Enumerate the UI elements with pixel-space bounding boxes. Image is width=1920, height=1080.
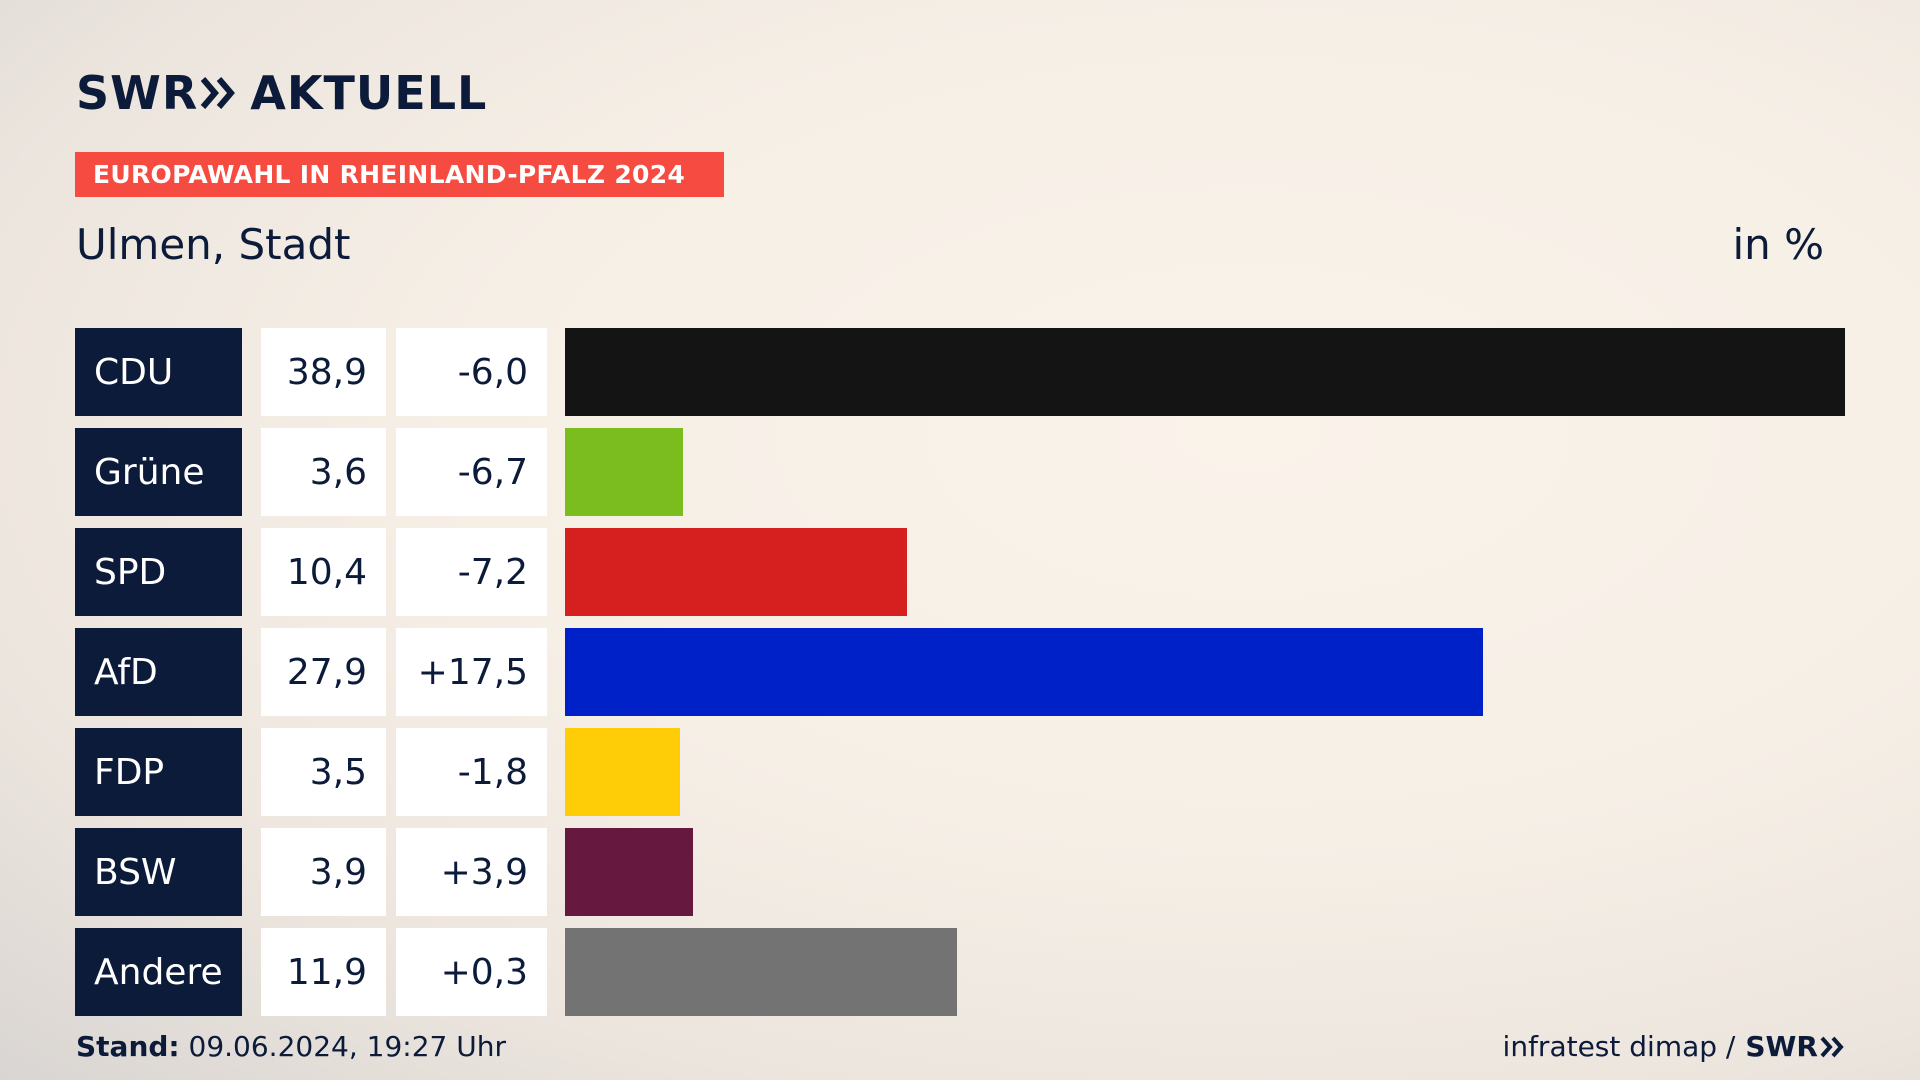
- party-label: CDU: [75, 328, 242, 416]
- election-banner: EUROPAWAHL IN RHEINLAND-PFALZ 2024: [75, 152, 724, 197]
- table-row: Andere 11,9 +0,3: [75, 928, 1845, 1016]
- bar-spd: [565, 528, 907, 616]
- swr-aktuell-logo: SWR AKTUELL: [76, 66, 487, 120]
- swr-small-logo: SWR: [1745, 1030, 1844, 1063]
- logo-name: AKTUELL: [250, 66, 488, 120]
- percent-value: 38,9: [261, 328, 386, 416]
- logo-brand: SWR: [76, 66, 199, 120]
- chevron-double-right-icon: [200, 76, 236, 110]
- diff-value: -1,8: [396, 728, 547, 816]
- table-row: AfD 27,9 +17,5: [75, 628, 1845, 716]
- party-label: SPD: [75, 528, 242, 616]
- diff-value: +3,9: [396, 828, 547, 916]
- stand-label: Stand:: [76, 1030, 180, 1063]
- party-label: Grüne: [75, 428, 242, 516]
- party-label: FDP: [75, 728, 242, 816]
- table-row: SPD 10,4 -7,2: [75, 528, 1845, 616]
- percent-value: 27,9: [261, 628, 386, 716]
- diff-value: +17,5: [396, 628, 547, 716]
- party-label: AfD: [75, 628, 242, 716]
- unit-label: in %: [1732, 220, 1824, 269]
- source-text: infratest dimap /: [1502, 1030, 1736, 1063]
- party-label: Andere: [75, 928, 242, 1016]
- stand-value: 09.06.2024, 19:27 Uhr: [179, 1030, 506, 1063]
- bar-bsw: [565, 828, 693, 916]
- place-title: Ulmen, Stadt: [76, 220, 351, 269]
- diff-value: +0,3: [396, 928, 547, 1016]
- diff-value: -6,7: [396, 428, 547, 516]
- bar-andere: [565, 928, 957, 1016]
- table-row: CDU 38,9 -6,0: [75, 328, 1845, 416]
- table-row: Grüne 3,6 -6,7: [75, 428, 1845, 516]
- percent-value: 3,5: [261, 728, 386, 816]
- percent-value: 10,4: [261, 528, 386, 616]
- bar-afd: [565, 628, 1483, 716]
- percent-value: 3,6: [261, 428, 386, 516]
- party-label: BSW: [75, 828, 242, 916]
- table-row: FDP 3,5 -1,8: [75, 728, 1845, 816]
- small-chevron-icon: [1820, 1036, 1844, 1057]
- percent-value: 11,9: [261, 928, 386, 1016]
- timestamp: Stand: 09.06.2024, 19:27 Uhr: [76, 1030, 506, 1063]
- diff-value: -7,2: [396, 528, 547, 616]
- table-row: BSW 3,9 +3,9: [75, 828, 1845, 916]
- bar-grüne: [565, 428, 683, 516]
- bar-fdp: [565, 728, 680, 816]
- source-credit: infratest dimap / SWR: [1503, 1030, 1844, 1063]
- percent-value: 3,9: [261, 828, 386, 916]
- diff-value: -6,0: [396, 328, 547, 416]
- small-logo-brand: SWR: [1745, 1030, 1818, 1063]
- bar-cdu: [565, 328, 1845, 416]
